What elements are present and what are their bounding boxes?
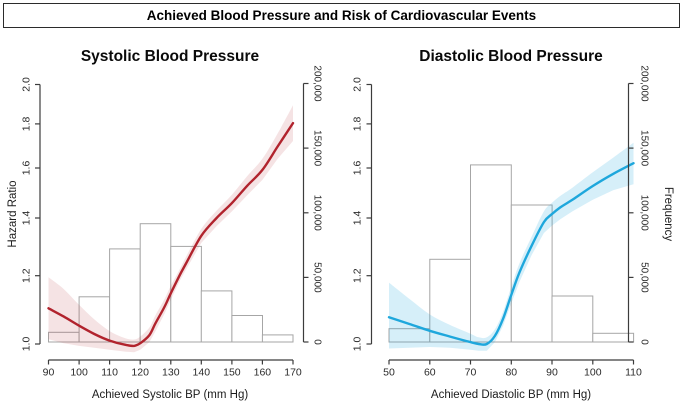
freq-tick-label: 150,000 [312,130,323,167]
systolic-x-axis-title: Achieved Systolic BP (mm Hg) [91,389,249,401]
diastolic-panel-title: Diastolic Blood Pressure [419,48,603,65]
hr-tick-label: 1.6 [21,161,33,176]
bp-tick-label: 80 [505,367,517,379]
hazard-ratio-axis-title: Hazard Ratio [7,180,19,248]
diastolic-x-axis-title: Achieved Diastolic BP (mm Hg) [430,389,592,401]
hr-tick-label: 1.6 [352,161,364,176]
hr-tick-label: 1.8 [352,116,364,131]
hr-tick-label: 1.4 [352,211,364,226]
freq-tick-label: 200,000 [312,65,323,102]
bp-tick-label: 100 [584,367,602,379]
hazard-curve [387,162,635,346]
freq-tick-label: 150,000 [639,130,650,167]
bp-tick-label: 70 [465,367,477,379]
frequency-axis-title: Frequency [662,186,674,242]
freq-tick-label: 200,000 [639,65,650,102]
confidence-band [48,105,293,353]
hr-tick-label: 2.0 [352,77,364,92]
histogram-bar [429,258,472,343]
bp-tick-label: 120 [131,367,149,379]
confidence-band [389,142,634,351]
hr-tick-label: 1.2 [21,268,33,283]
panel-plot: 1.0 1.2 1.4 1.6 1.8 2.0 0 50,000 100,000 150,000 2… [21,65,323,378]
histogram-bar [231,315,263,343]
freq-tick-label: 50,000 [639,262,650,293]
bp-tick-label: 50 [383,367,395,379]
bp-tick-label: 130 [162,367,180,379]
bp-tick-label: 110 [625,367,642,379]
hr-tick-label: 1.0 [21,337,33,352]
freq-tick-label: 0 [312,339,323,345]
hr-tick-label: 1.8 [21,116,33,131]
bp-tick-label: 150 [223,367,241,379]
freq-tick-label: 100,000 [312,195,323,232]
freq-tick-label: 50,000 [312,262,323,293]
bp-tick-label: 140 [193,367,211,379]
hr-tick-label: 1.2 [352,268,364,283]
freq-tick-label: 100,000 [639,195,650,232]
histogram-bar [261,334,294,343]
hr-tick-label: 1.0 [352,337,364,352]
freq-tick-label: 0 [639,339,650,345]
histogram-bar [139,223,172,343]
hazard-curve [47,121,295,348]
histogram-bar [551,295,594,343]
bp-tick-label: 60 [424,367,436,379]
bp-tick-label: 90 [546,367,558,379]
hr-tick-label: 2.0 [21,77,33,92]
figure-title-box: Achieved Blood Pressure and Risk of Card… [3,3,680,28]
bp-tick-label: 170 [284,367,302,379]
hr-tick-label: 1.4 [21,211,33,226]
systolic-panel-title: Systolic Blood Pressure [80,48,260,65]
histogram-bar [200,290,233,343]
bp-tick-label: 110 [101,367,118,379]
bp-tick-label: 90 [43,367,55,379]
histogram-bar [109,248,141,343]
figure-title: Achieved Blood Pressure and Risk of Card… [146,8,537,23]
panel-plot: 1.0 1.2 1.4 1.6 1.8 2.0 0 50,000 100,000 150,000 2… [352,65,650,378]
bp-tick-label: 100 [70,367,88,379]
histogram-bar [592,332,635,343]
bp-tick-label: 160 [254,367,272,379]
